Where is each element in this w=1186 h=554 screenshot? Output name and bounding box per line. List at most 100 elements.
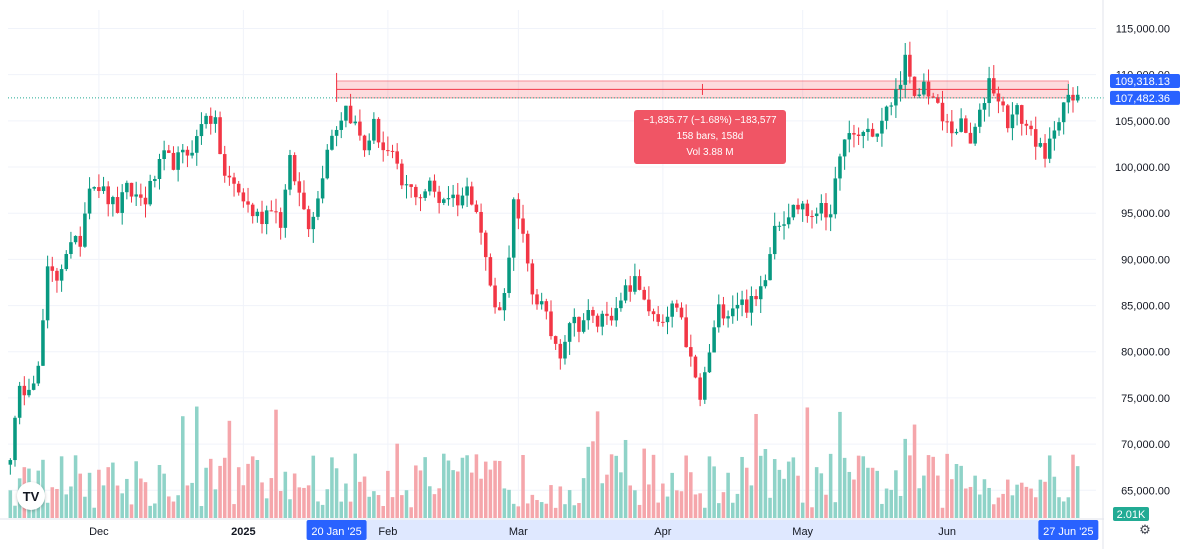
volume-bar: [479, 478, 483, 518]
candle: [325, 149, 330, 179]
volume-bar: [712, 466, 716, 518]
volume-bar: [842, 457, 847, 518]
y-tick-label: 90,000.00: [1121, 254, 1170, 266]
candle: [246, 201, 250, 205]
candle: [931, 96, 935, 98]
candle: [684, 317, 688, 348]
y-tick-label: 95,000.00: [1121, 208, 1170, 220]
volume-bar: [740, 456, 744, 518]
candle: [623, 285, 628, 301]
candle: [549, 311, 553, 337]
volume-bar: [64, 494, 69, 518]
candle: [880, 120, 884, 134]
volume-bar: [861, 456, 866, 518]
volume-bar: [213, 489, 218, 518]
candle: [297, 181, 302, 193]
volume-bar: [97, 469, 101, 518]
volume-bar: [786, 461, 791, 518]
volume-bar: [763, 449, 768, 518]
volume-bar: [824, 494, 828, 518]
y-tick-label: 100,000.00: [1115, 162, 1170, 174]
volume-bar: [409, 507, 413, 518]
volume-bar: [292, 473, 297, 518]
volume-bar: [922, 475, 926, 518]
volume-bar: [591, 441, 595, 518]
candle: [139, 194, 143, 198]
candle: [563, 341, 567, 359]
candle: [805, 203, 810, 217]
candle: [912, 76, 917, 96]
volume-bar: [306, 485, 311, 518]
x-tick-label: 2025: [231, 526, 255, 538]
range-start-label-bg: [306, 520, 367, 540]
tradingview-logo[interactable]: TV: [17, 482, 45, 510]
candle: [800, 203, 805, 210]
volume-bar: [418, 470, 423, 518]
gear-icon[interactable]: ⚙: [1139, 522, 1151, 537]
volume-bar: [460, 457, 465, 518]
volume-bar: [772, 459, 777, 518]
candle: [344, 105, 348, 121]
volume-bar: [325, 489, 330, 518]
candle: [395, 151, 399, 164]
candle: [982, 103, 987, 110]
volume-bar: [539, 502, 544, 518]
candle: [190, 152, 194, 156]
candle: [749, 296, 754, 313]
candle: [852, 133, 856, 135]
volume-bar: [703, 507, 707, 518]
candle: [167, 150, 171, 153]
volume-bar: [819, 473, 824, 518]
volume-bar: [451, 470, 455, 518]
volume-bar: [222, 457, 227, 518]
volume-bar: [894, 470, 898, 518]
volume-bar: [283, 471, 288, 518]
volume-bar: [194, 406, 199, 518]
volume-bar: [1052, 476, 1057, 518]
candle: [36, 365, 41, 384]
volume-bar: [376, 495, 381, 518]
candle: [404, 184, 409, 186]
volume-bar: [898, 495, 903, 518]
volume-bar: [684, 455, 688, 518]
volume-bar: [241, 485, 246, 518]
last-price-label-bg: [1110, 90, 1180, 105]
candle: [1057, 122, 1061, 131]
volume-bar: [423, 457, 427, 518]
volume-bar: [320, 504, 325, 518]
volume-bar: [717, 503, 721, 518]
volume-bar: [675, 490, 679, 518]
candle: [712, 327, 716, 353]
candle: [22, 385, 27, 396]
candle: [479, 211, 483, 233]
candle: [176, 152, 180, 170]
candle: [782, 224, 786, 226]
candle: [469, 186, 474, 205]
y-tick-label: 105,000.00: [1115, 116, 1170, 128]
volume-bar: [162, 473, 166, 518]
volume-bar: [264, 498, 269, 518]
volume-bar: [614, 455, 619, 518]
volume-bar: [69, 486, 73, 518]
candle: [41, 320, 45, 366]
volume-bar: [908, 455, 912, 518]
candle: [973, 126, 977, 144]
volume-bar: [176, 495, 180, 518]
candle: [1043, 143, 1047, 159]
volume-bar: [945, 453, 949, 518]
candle: [288, 155, 292, 190]
candle: [525, 233, 530, 264]
volume-bar: [339, 501, 344, 518]
measure-bars: 158 bars, 158d: [676, 131, 744, 142]
volume-bar: [516, 506, 521, 518]
last-price-label: 107,482.36: [1115, 93, 1170, 105]
candle: [334, 129, 339, 136]
volume-bar: [866, 467, 870, 518]
volume-bar: [726, 472, 730, 518]
candle: [50, 266, 55, 271]
volume-bar: [157, 464, 162, 518]
volume-bar: [665, 496, 670, 518]
level-price-label: 109,318.13: [1115, 76, 1170, 88]
